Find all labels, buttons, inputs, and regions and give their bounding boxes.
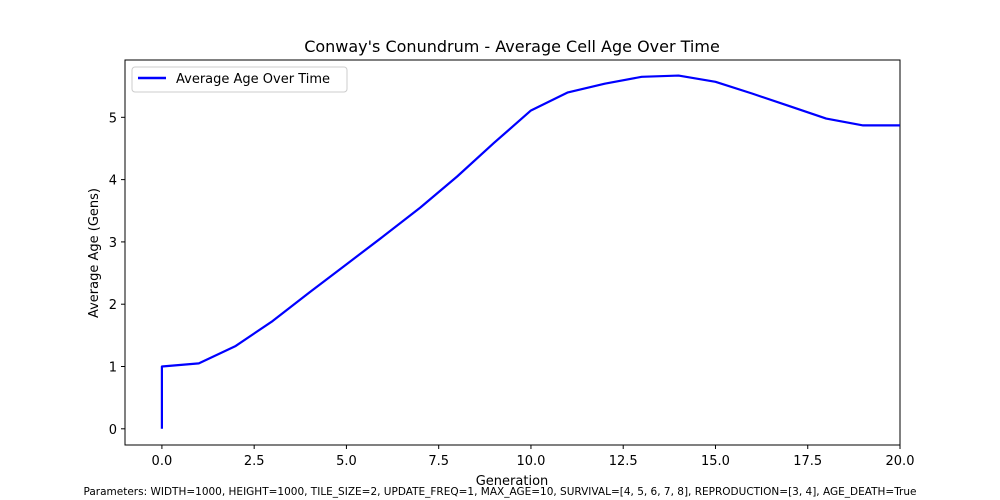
x-axis-ticks: 0.0 2.5 5.0 7.5 10.0 12.5 15.0 17.5 20.0 (152, 445, 915, 469)
x-tick-label: 20.0 (886, 454, 915, 469)
series-lines (160, 74, 900, 429)
x-tick-label: 10.0 (516, 454, 545, 469)
legend: Average Age Over Time (131, 66, 348, 93)
x-tick-label: 0.0 (152, 454, 173, 469)
x-tick-label: 2.5 (244, 454, 265, 469)
x-tick-label: 7.5 (428, 454, 449, 469)
x-axis-label: Generation (476, 474, 549, 489)
series-line-average-age (160, 74, 900, 429)
x-tick-label: 15.0 (701, 454, 730, 469)
y-tick-label: 0 (109, 423, 117, 438)
legend-entry: Average Age Over Time (176, 72, 330, 87)
legend-box (131, 66, 348, 93)
y-tick-label: 4 (109, 174, 117, 189)
x-tick-label: 5.0 (336, 454, 357, 469)
y-tick-label: 2 (109, 298, 117, 313)
y-axis-label: Average Age (Gens) (87, 188, 102, 318)
y-tick-label: 3 (109, 236, 117, 251)
y-tick-label: 5 (109, 111, 117, 126)
parameters-footer: Parameters: WIDTH=1000, HEIGHT=1000, TIL… (83, 486, 917, 498)
plot-area (124, 59, 901, 446)
x-tick-label: 17.5 (793, 454, 822, 469)
y-axis-ticks: 0 1 2 3 4 5 (109, 111, 125, 438)
y-tick-label: 1 (109, 361, 117, 376)
x-tick-label: 12.5 (609, 454, 638, 469)
chart-title: Conway's Conundrum - Average Cell Age Ov… (304, 37, 720, 56)
